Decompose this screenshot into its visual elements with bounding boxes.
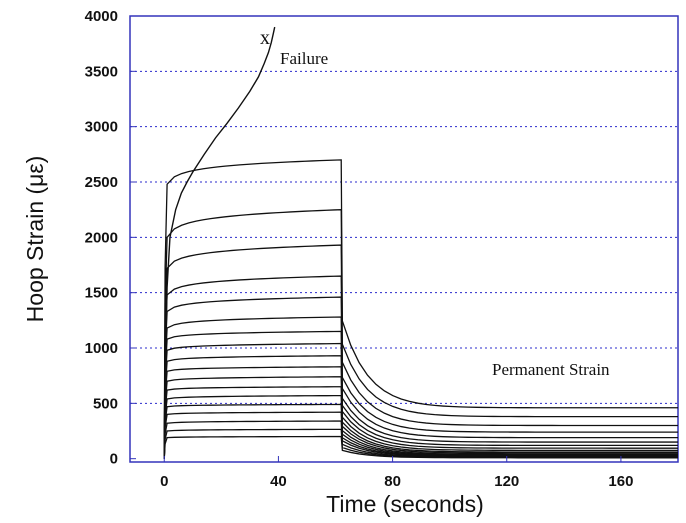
plot-frame bbox=[129, 15, 679, 463]
y-tick-label-2000: 2000 bbox=[85, 229, 118, 246]
strain-curve-10 bbox=[163, 366, 678, 459]
strain-curves bbox=[163, 26, 678, 459]
x-tick-label-40: 40 bbox=[270, 473, 287, 490]
y-tick-label-1000: 1000 bbox=[85, 340, 118, 357]
y-tick-label-4000: 4000 bbox=[85, 8, 118, 25]
strain-curve-11 bbox=[163, 376, 678, 459]
x-tick-label-80: 80 bbox=[384, 473, 401, 490]
failure-curve bbox=[163, 26, 276, 459]
y-tick-label-3500: 3500 bbox=[85, 63, 118, 80]
strain-curve-4 bbox=[163, 275, 678, 459]
strain-curve-3 bbox=[163, 244, 678, 459]
strain-curve-12 bbox=[163, 386, 678, 459]
strain-curve-5 bbox=[163, 296, 678, 459]
gridlines bbox=[130, 70, 678, 404]
x-tick-label-160: 160 bbox=[608, 473, 633, 490]
y-tick-label-1500: 1500 bbox=[85, 285, 118, 302]
strain-curve-2 bbox=[163, 208, 678, 459]
failure-marker: x bbox=[260, 27, 270, 49]
strain-curve-7 bbox=[163, 330, 678, 459]
strain-curve-6 bbox=[163, 316, 678, 459]
y-tick-label-0: 0 bbox=[110, 451, 118, 468]
y-tick-label-3000: 3000 bbox=[85, 119, 118, 136]
strain-curve-15 bbox=[163, 411, 678, 459]
y-tick-label-2500: 2500 bbox=[85, 174, 118, 191]
strain-curve-1 bbox=[163, 159, 678, 459]
failure-label: Failure bbox=[280, 49, 328, 68]
axis-ticks: 0 500 1000 1500 2000 2500 3000 3500 4000 0 40 80 120… bbox=[85, 8, 634, 490]
strain-curve-9 bbox=[163, 355, 678, 459]
strain-curve-18 bbox=[163, 435, 678, 459]
permanent-strain-label: Permanent Strain bbox=[492, 360, 610, 379]
x-tick-label-120: 120 bbox=[494, 473, 519, 490]
x-axis-title: Time (seconds) bbox=[326, 491, 484, 517]
y-axis-title: Hoop Strain (με) bbox=[22, 156, 48, 323]
x-tick-label-0: 0 bbox=[160, 473, 168, 490]
strain-curve-13 bbox=[163, 394, 678, 459]
strain-curve-8 bbox=[163, 342, 678, 459]
y-tick-label-500: 500 bbox=[93, 395, 118, 412]
